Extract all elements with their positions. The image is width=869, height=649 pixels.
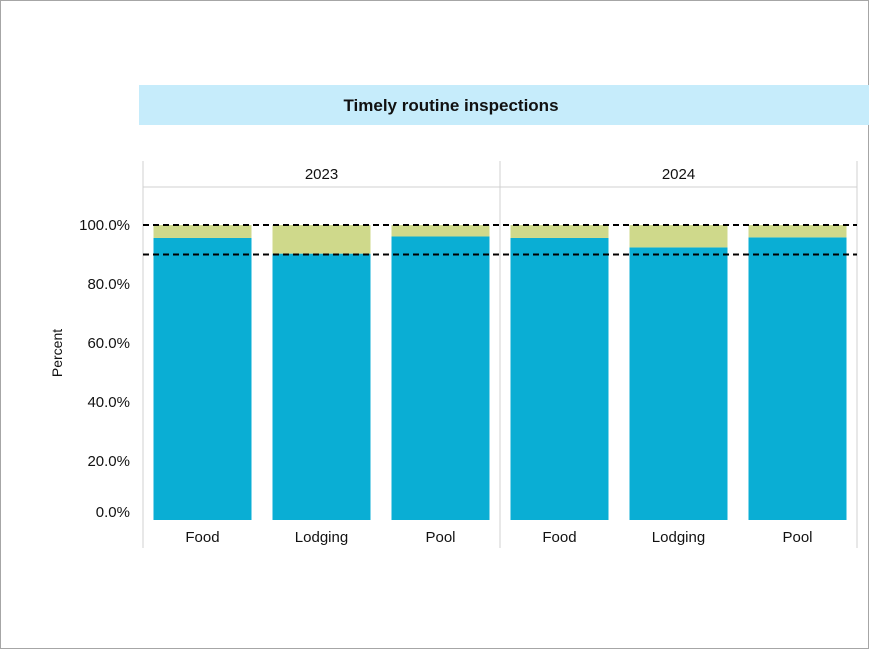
bar-2023-pool-not-timely [391, 225, 490, 237]
bar-2023-food-not-timely [153, 225, 252, 238]
y-tick-label: 60.0% [87, 335, 130, 352]
category-label-lodging: Lodging [652, 529, 705, 546]
category-label-lodging: Lodging [295, 529, 348, 546]
bar-2024-food-timely [510, 237, 609, 521]
y-tick-label: 100.0% [79, 217, 130, 234]
bar-2024-pool-not-timely [748, 225, 847, 238]
chart-title: Timely routine inspections [343, 96, 559, 115]
group-label-2024: 2024 [662, 166, 695, 183]
y-tick-label: 40.0% [87, 394, 130, 411]
group-label-2023: 2023 [305, 166, 338, 183]
y-axis-title: Percent [49, 329, 65, 377]
category-label-food: Food [185, 529, 219, 546]
y-tick-label: 0.0% [96, 504, 130, 521]
y-tick-label: 20.0% [87, 453, 130, 470]
bar-2023-lodging-not-timely [272, 225, 371, 254]
y-tick-label: 80.0% [87, 276, 130, 293]
bar-2023-food-timely [153, 237, 252, 521]
category-label-pool: Pool [782, 529, 812, 546]
bar-2024-food-not-timely [510, 225, 609, 238]
bar-2023-lodging-timely [272, 253, 371, 521]
bar-2024-lodging-timely [629, 247, 728, 521]
category-label-food: Food [542, 529, 576, 546]
bar-2024-lodging-not-timely [629, 225, 728, 248]
bar-2024-pool-timely [748, 237, 847, 520]
category-label-pool: Pool [425, 529, 455, 546]
bar-2023-pool-timely [391, 236, 490, 520]
title-band: Timely routine inspections [139, 85, 869, 125]
